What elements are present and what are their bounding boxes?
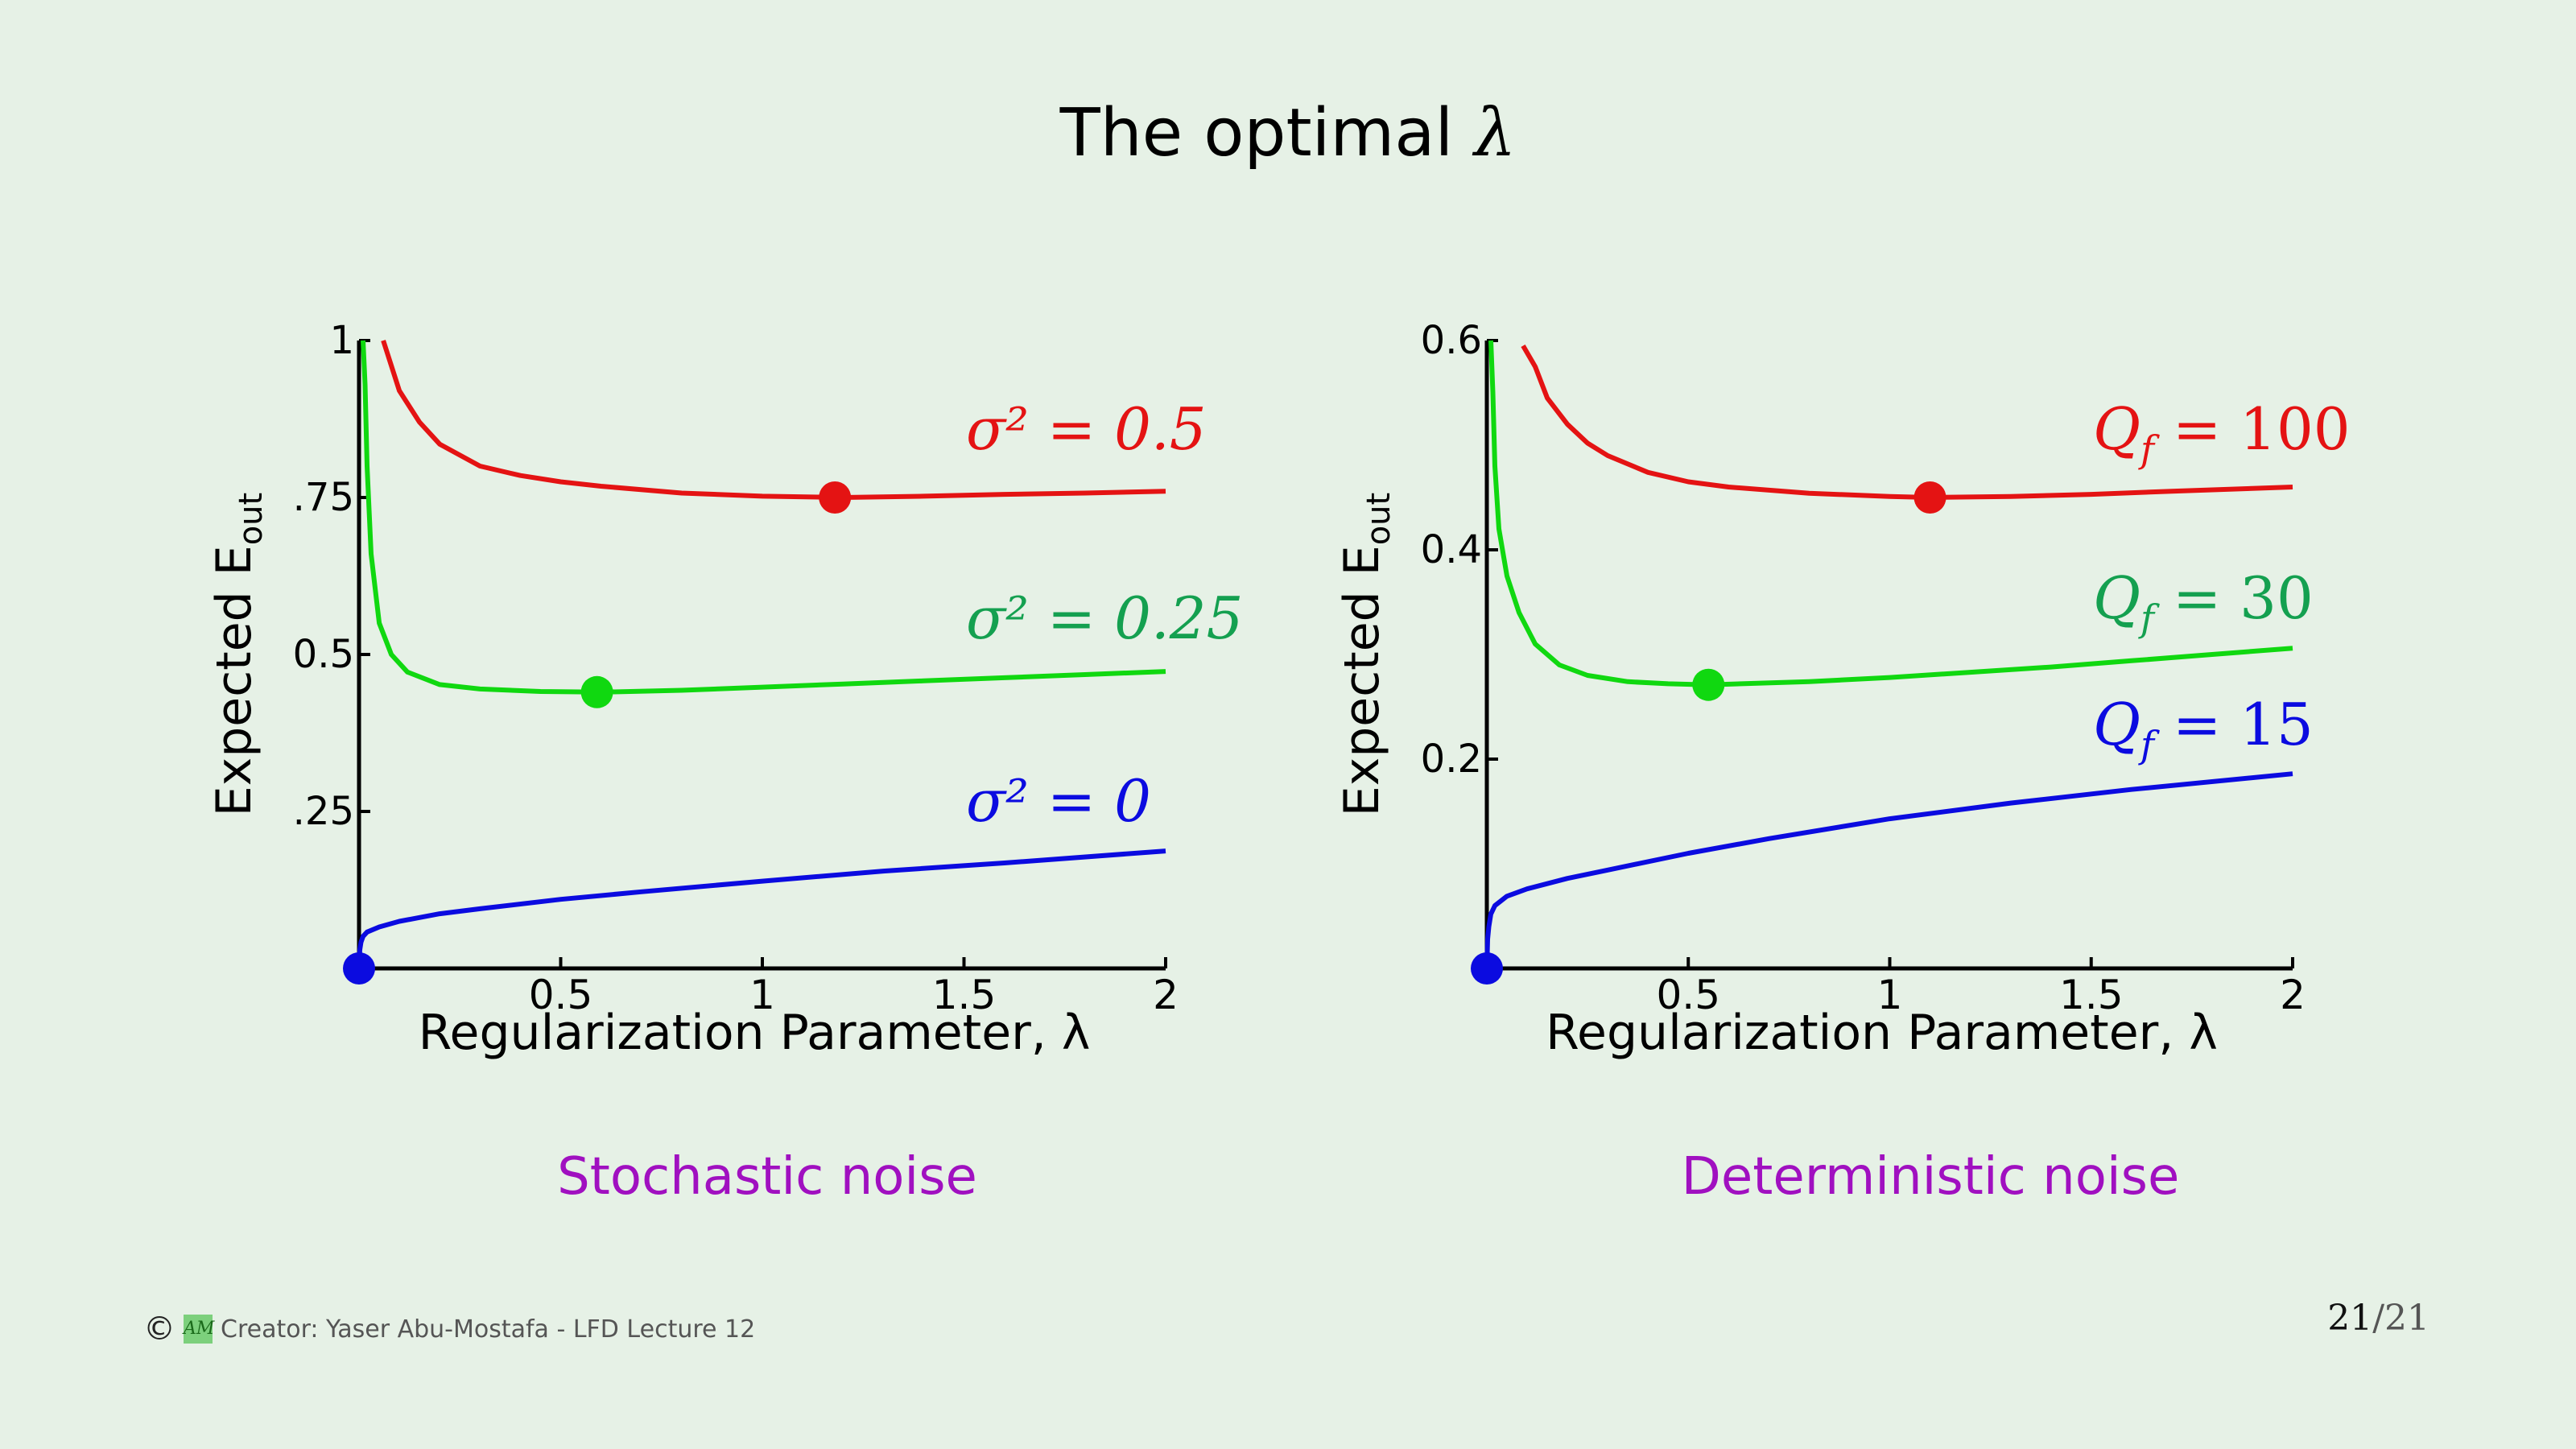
footer: © AM Creator: Yaser Abu-Mostafa - LFD Le… xyxy=(143,1311,755,1348)
c0-y-tick-label: .75 xyxy=(293,475,354,520)
slide-title-text: The optimal xyxy=(1059,95,1475,171)
c0-series-line-0 xyxy=(381,340,1166,500)
caption-deterministic-noise: Deterministic noise xyxy=(1681,1147,2180,1207)
copyright-symbol: © xyxy=(143,1311,175,1348)
c0-x-tick-label: 2 xyxy=(1153,972,1179,1018)
c0-y-tick-label: .25 xyxy=(293,789,354,834)
logo-icon: AM xyxy=(184,1315,214,1344)
c0-y-tick-label: 1 xyxy=(329,318,354,363)
c0-optimum-point-1 xyxy=(580,675,613,708)
c0-x-tick-label: 1 xyxy=(749,972,775,1018)
caption-stochastic-noise: Stochastic noise xyxy=(557,1147,977,1207)
slide-title: The optimal λ xyxy=(0,95,2576,171)
c0-series-label-2: σ² = 0 xyxy=(966,767,1151,835)
c0-y-axis-label: Expected Eout xyxy=(206,493,270,816)
c0-x-axis-label: Regularization Parameter, λ xyxy=(419,1005,1091,1061)
c0-y-tick-label: 0.5 xyxy=(293,632,354,677)
c0-series-line-1 xyxy=(361,340,1166,695)
slide-title-symbol: λ xyxy=(1474,95,1517,171)
page-current: 21 xyxy=(2327,1298,2373,1339)
c0-x-tick-label: 1.5 xyxy=(932,972,997,1018)
c0-y-axis-label-sub: out xyxy=(233,493,270,546)
c0-optimum-point-0 xyxy=(819,481,852,514)
c0-optimum-point-2 xyxy=(343,952,375,985)
page-number: 21/21 xyxy=(2327,1298,2429,1339)
page-total: /21 xyxy=(2372,1298,2429,1339)
c0-series-label-0: σ² = 0.5 xyxy=(966,395,1207,463)
c0-series-label-1: σ² = 0.25 xyxy=(966,584,1243,652)
c0-x-tick-label: 0.5 xyxy=(529,972,593,1018)
c0-series-line-2 xyxy=(357,848,1166,969)
footer-credit: Creator: Yaser Abu-Mostafa - LFD Lecture… xyxy=(221,1315,756,1344)
